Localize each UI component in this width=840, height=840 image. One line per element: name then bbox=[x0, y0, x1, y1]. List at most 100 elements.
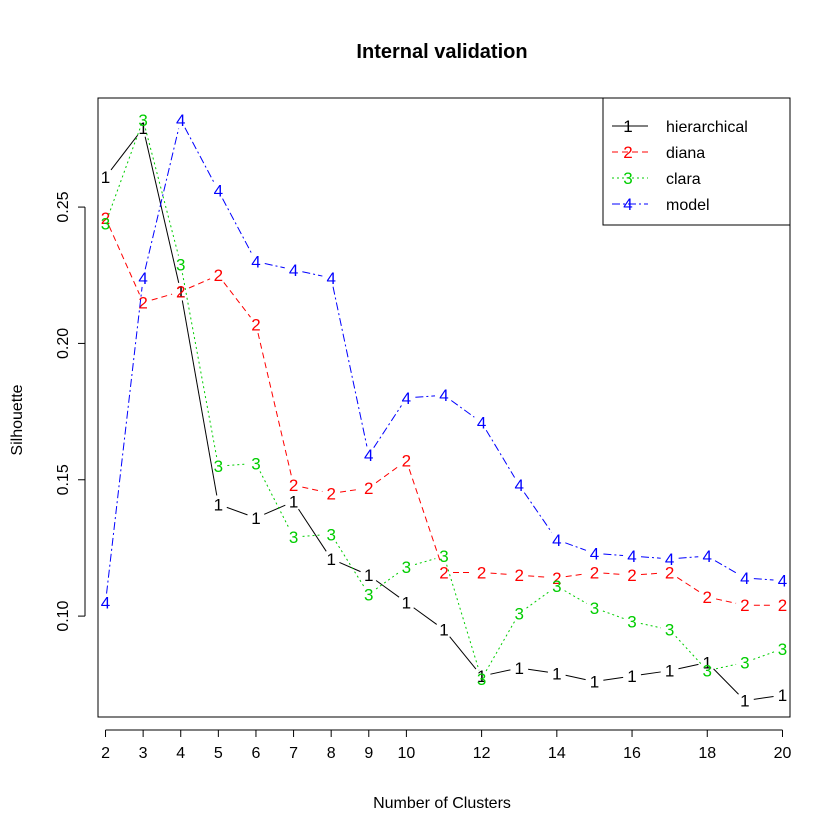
data-point: 1 bbox=[214, 495, 223, 514]
data-point: 2 bbox=[326, 484, 335, 503]
x-tick-label: 12 bbox=[473, 745, 491, 762]
data-point: 3 bbox=[477, 670, 486, 689]
legend-marker: 4 bbox=[623, 195, 632, 214]
series-line-segment bbox=[375, 465, 400, 484]
series-line-segment bbox=[264, 263, 285, 269]
series-line-segment bbox=[446, 564, 480, 671]
data-point: 1 bbox=[101, 168, 110, 187]
data-point: 3 bbox=[214, 457, 223, 476]
data-point: 2 bbox=[251, 315, 260, 334]
data-point: 1 bbox=[627, 667, 636, 686]
series-line-segment bbox=[144, 128, 180, 270]
data-point: 2 bbox=[439, 563, 448, 582]
data-point: 1 bbox=[326, 550, 335, 569]
series-line-segment bbox=[181, 273, 218, 458]
data-point: 1 bbox=[590, 673, 599, 692]
data-point: 3 bbox=[665, 621, 674, 640]
series-line-segment bbox=[415, 395, 436, 398]
data-point: 4 bbox=[101, 593, 110, 612]
series-line-segment bbox=[413, 607, 438, 625]
data-point: 2 bbox=[214, 266, 223, 285]
series-line-segment bbox=[713, 668, 739, 695]
legend-label-diana: diana bbox=[666, 145, 705, 162]
series-line-segment bbox=[144, 128, 179, 256]
series-line-segment bbox=[259, 471, 290, 530]
series-line-segment bbox=[106, 286, 143, 594]
series-line-segment bbox=[640, 671, 661, 676]
data-point: 1 bbox=[176, 283, 185, 302]
series-line-segment bbox=[603, 572, 624, 576]
legend-label-model: model bbox=[666, 197, 710, 214]
series-line-segment bbox=[226, 506, 248, 516]
series-line-segment bbox=[565, 573, 586, 578]
y-tick-label: 0.20 bbox=[55, 328, 72, 359]
data-point: 4 bbox=[627, 547, 636, 566]
series-line-segment bbox=[223, 282, 251, 318]
data-point: 1 bbox=[778, 686, 787, 705]
series-line-segment bbox=[602, 610, 624, 619]
x-tick-label: 8 bbox=[327, 745, 336, 762]
series-line-segment bbox=[414, 558, 436, 565]
series-line-segment bbox=[753, 651, 775, 660]
data-point: 4 bbox=[439, 386, 448, 405]
series-line-segment bbox=[715, 598, 737, 604]
data-point: 1 bbox=[289, 493, 298, 512]
x-tick-label: 6 bbox=[252, 745, 261, 762]
data-point: 4 bbox=[514, 476, 523, 495]
data-point: 3 bbox=[439, 547, 448, 566]
series-diana: 2 2 2 2 2 2 2 2 2 2 2 2 2 2 2 2 2 2 2 bbox=[101, 209, 787, 615]
series-hierarchical: 1 1 1 1 1 1 1 1 1 1 1 1 1 1 1 1 1 1 1 bbox=[101, 119, 787, 711]
data-point: 2 bbox=[590, 563, 599, 582]
series-line-segment bbox=[339, 561, 361, 573]
series-line-segment bbox=[222, 198, 253, 254]
data-point: 1 bbox=[740, 692, 749, 711]
data-point: 3 bbox=[740, 653, 749, 672]
data-point: 3 bbox=[138, 111, 147, 130]
y-tick-label: 0.15 bbox=[55, 464, 72, 495]
data-point: 4 bbox=[477, 413, 486, 432]
series-line-segment bbox=[184, 127, 215, 183]
series-line-segment bbox=[375, 580, 400, 598]
series-line-segment bbox=[340, 488, 360, 493]
data-point: 4 bbox=[665, 550, 674, 569]
series-line-segment bbox=[110, 134, 139, 171]
series-line-segment bbox=[450, 400, 475, 418]
data-point: 1 bbox=[552, 664, 561, 683]
series-line-segment bbox=[753, 695, 774, 700]
chart-title: Internal validation bbox=[356, 41, 527, 63]
legend-label-clara: clara bbox=[666, 171, 701, 188]
y-tick-label: 0.10 bbox=[55, 600, 72, 631]
data-point: 2 bbox=[778, 596, 787, 615]
x-axis: 2 3 4 5 6 7 8 9 10 12 14 16 18 20 bbox=[101, 729, 791, 762]
series-line-segment bbox=[108, 226, 140, 295]
series-line-segment bbox=[188, 278, 211, 289]
data-point: 2 bbox=[477, 563, 486, 582]
plot-frame bbox=[97, 97, 791, 718]
legend-marker: 3 bbox=[623, 169, 632, 188]
legend: 1 hierarchical 2 diana 3 clara 4 model bbox=[602, 97, 791, 226]
data-point: 4 bbox=[214, 182, 223, 201]
series-line-segment bbox=[565, 674, 586, 681]
series-line-segment bbox=[144, 136, 180, 283]
series-line-segment bbox=[528, 668, 548, 673]
series-line-segment bbox=[565, 542, 587, 551]
series-line-segment bbox=[302, 486, 323, 492]
data-point: 3 bbox=[627, 613, 636, 632]
data-point: 2 bbox=[514, 566, 523, 585]
series-line-segment bbox=[640, 622, 661, 629]
series-line-segment bbox=[640, 556, 661, 559]
data-point: 4 bbox=[138, 269, 147, 288]
data-point: 2 bbox=[665, 563, 674, 582]
data-point: 3 bbox=[176, 255, 185, 274]
data-point: 3 bbox=[251, 454, 260, 473]
series-line-segment bbox=[375, 571, 400, 590]
data-point: 4 bbox=[176, 111, 185, 130]
series-line-segment bbox=[603, 676, 624, 681]
series-line-segment bbox=[564, 590, 587, 604]
series-line-segment bbox=[181, 300, 218, 496]
y-axis: 0.10 0.15 0.20 0.25 bbox=[55, 191, 86, 632]
series-line-segment bbox=[603, 553, 624, 556]
data-point: 3 bbox=[402, 558, 411, 577]
data-point: 3 bbox=[778, 640, 787, 659]
